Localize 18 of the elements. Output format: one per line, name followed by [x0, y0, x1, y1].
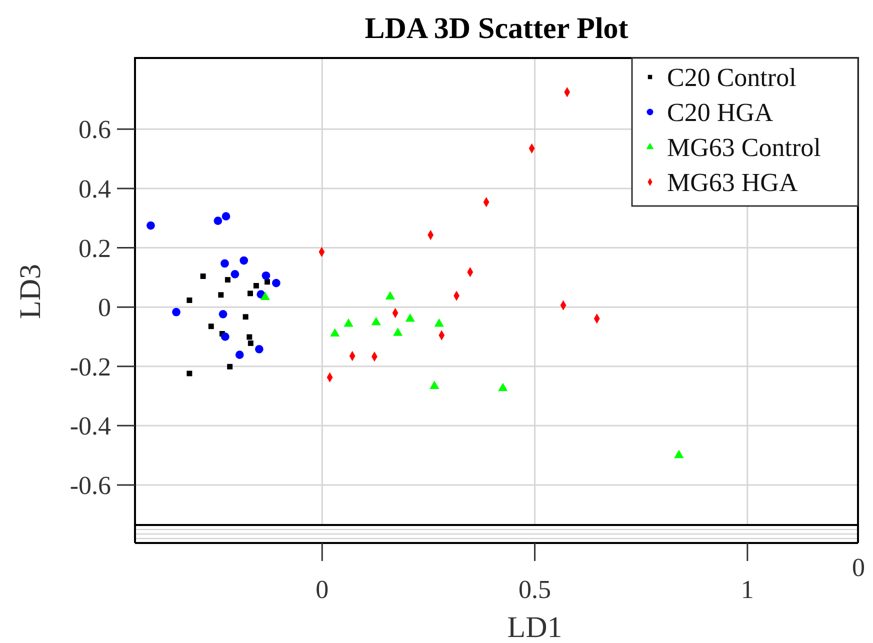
x-tick-label: 0.5 — [518, 575, 552, 604]
legend-label: C20 Control — [667, 63, 796, 92]
y-axis-title: LD3 — [14, 264, 47, 319]
y-tick-label: 0 — [98, 293, 111, 322]
legend-label: C20 HGA — [667, 98, 774, 127]
x-tick-label: 1 — [740, 575, 754, 604]
legend-label: MG63 HGA — [667, 168, 798, 197]
y-tick-label: -0.6 — [70, 470, 111, 500]
y-tick-label: 0.4 — [78, 174, 111, 204]
x-tick-label: 0 — [316, 575, 329, 604]
y-tick-label: -0.4 — [70, 412, 111, 441]
chart-title: LDA 3D Scatter Plot — [364, 12, 628, 45]
y-tick-label: 0.2 — [78, 234, 111, 263]
y-tick-label: -0.2 — [70, 352, 111, 382]
text: 0 — [852, 553, 865, 582]
legend-label: MG63 Control — [667, 133, 821, 162]
y-tick-label: 0.6 — [78, 115, 111, 144]
x-axis-title: LD1 — [507, 611, 562, 643]
